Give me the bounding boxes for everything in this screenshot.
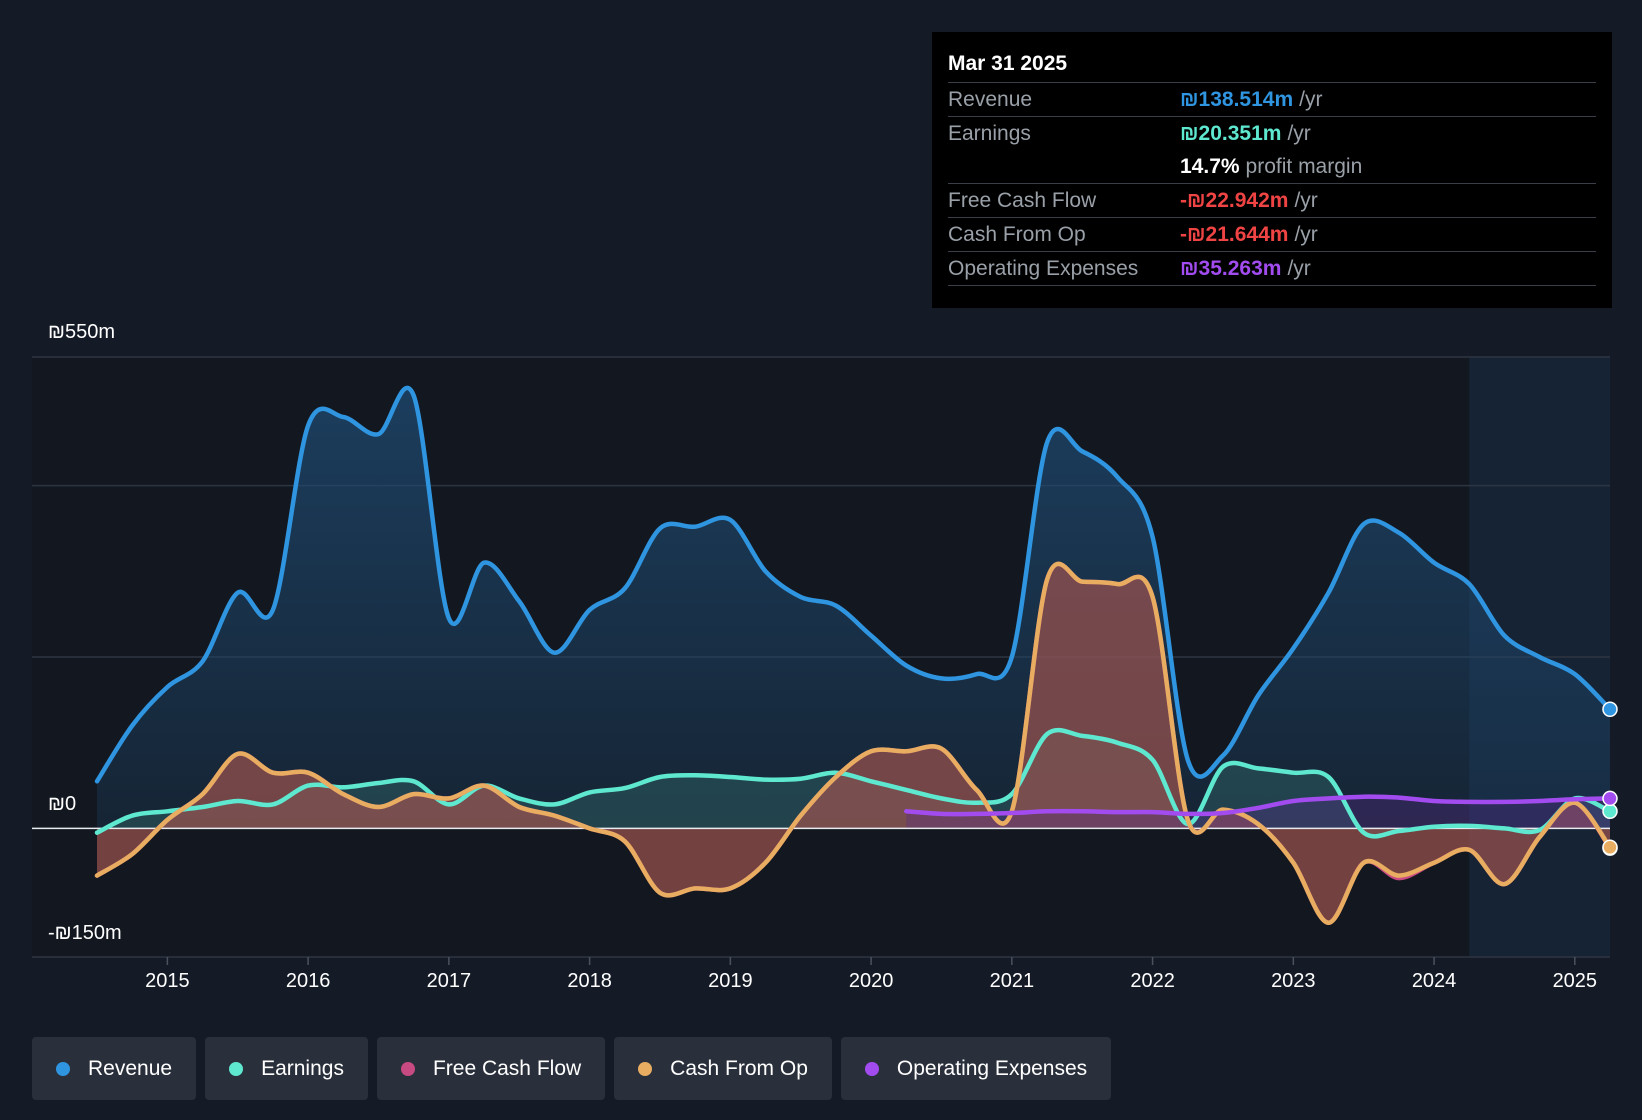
- y-tick-label-zero: ₪0: [48, 793, 77, 815]
- y-tick-label-bottom: -₪150m: [48, 922, 122, 944]
- x-tick-label: 2022: [1130, 970, 1175, 992]
- revenue-endpoint: [1602, 701, 1618, 718]
- legend-dot-icon: [638, 1061, 653, 1076]
- operating-expenses-endpoint: [1602, 790, 1618, 807]
- tooltip-value: -₪21.644m: [1180, 223, 1289, 246]
- tooltip-row-earnings: Earnings ₪20.351m /yr: [948, 117, 1596, 150]
- x-tick-label: 2016: [285, 970, 331, 992]
- legend-item-revenue[interactable]: Revenue: [32, 1037, 197, 1100]
- cash-from-op-line: [94, 561, 1613, 925]
- tooltip-unit: /yr: [1287, 122, 1311, 145]
- operating-expenses-line: [904, 794, 1613, 817]
- legend-dot-icon: [400, 1061, 415, 1076]
- tooltip-label: Earnings: [948, 122, 1031, 145]
- earnings-line: [94, 727, 1613, 839]
- tooltip-value: ₪20.351m: [1180, 122, 1282, 145]
- legend-item-cash-from-op[interactable]: Cash From Op: [614, 1037, 832, 1100]
- earnings-endpoint: [1602, 803, 1618, 820]
- x-tick-label: 2023: [1271, 970, 1316, 992]
- tooltip-row-revenue: Revenue ₪138.514m /yr: [948, 83, 1596, 117]
- tooltip-row-opex: Operating Expenses ₪35.263m /yr: [948, 252, 1596, 286]
- series-endpoints: [1602, 701, 1618, 856]
- legend-label: Revenue: [88, 1056, 173, 1080]
- tooltip-row-fcf: Free Cash Flow -₪22.942m /yr: [948, 184, 1596, 218]
- legend-label: Free Cash Flow: [432, 1056, 582, 1080]
- x-tick-label: 2021: [989, 970, 1035, 992]
- legend-item-operating-expenses[interactable]: Operating Expenses: [840, 1037, 1112, 1100]
- x-tick-label: 2017: [426, 970, 472, 992]
- tooltip-date: Mar 31 2025: [948, 46, 1596, 83]
- tooltip-row-margin: 14.7% profit margin: [948, 150, 1596, 184]
- legend: Revenue Earnings Free Cash Flow Cash Fro…: [32, 1037, 1112, 1100]
- legend-dot-icon: [864, 1061, 879, 1076]
- legend-label: Cash From Op: [670, 1056, 808, 1080]
- x-tick-label: 2024: [1411, 970, 1457, 992]
- series-lines: [94, 385, 1613, 925]
- revenue-area: [97, 387, 1610, 829]
- legend-item-free-cash-flow[interactable]: Free Cash Flow: [376, 1037, 606, 1100]
- tooltip-value: -₪22.942m: [1180, 189, 1289, 212]
- x-tick-label: 2020: [848, 970, 894, 992]
- tooltip-label: Free Cash Flow: [948, 189, 1097, 212]
- legend-item-earnings[interactable]: Earnings: [205, 1037, 368, 1100]
- profit-margin-value: 14.7%: [1180, 155, 1240, 178]
- tooltip-unit: /yr: [1294, 189, 1318, 212]
- legend-label: Earnings: [261, 1056, 344, 1080]
- tooltip-label: Operating Expenses: [948, 257, 1139, 280]
- cash-from-op-endpoint: [1602, 839, 1618, 856]
- tooltip-unit: /yr: [1294, 223, 1318, 246]
- x-tick-label: 2025: [1552, 970, 1598, 992]
- tooltip-panel: Mar 31 2025 Revenue ₪138.514m /yr Earnin…: [932, 32, 1612, 308]
- legend-label: Operating Expenses: [896, 1056, 1088, 1080]
- revenue-line: [94, 385, 1613, 784]
- operating-expenses-area: [906, 796, 1610, 829]
- tooltip-unit: /yr: [1287, 257, 1311, 280]
- tooltip-label: [948, 150, 1180, 183]
- legend-dot-icon: [229, 1061, 244, 1076]
- x-tick-label: 2019: [708, 970, 753, 992]
- tooltip-row-cfo: Cash From Op -₪21.644m /yr: [948, 218, 1596, 252]
- y-tick-label-top: ₪550m: [48, 321, 116, 343]
- x-tick-label: 2018: [567, 970, 612, 992]
- tooltip-value: ₪35.263m: [1180, 257, 1282, 280]
- tooltip-label: Revenue: [948, 88, 1033, 111]
- tooltip-value: ₪138.514m: [1180, 88, 1294, 111]
- profit-margin-unit: profit margin: [1245, 155, 1363, 178]
- x-tick-label: 2015: [145, 970, 190, 992]
- tooltip-unit: /yr: [1299, 88, 1323, 111]
- tooltip-label: Cash From Op: [948, 223, 1086, 246]
- legend-dot-icon: [56, 1061, 70, 1076]
